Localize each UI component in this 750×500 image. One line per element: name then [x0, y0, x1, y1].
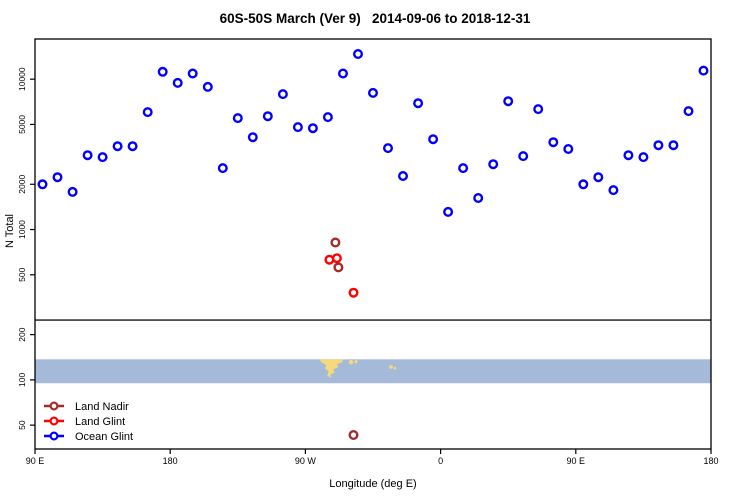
x-axis-title: Longitude (deg E)	[329, 478, 417, 490]
data-point	[653, 140, 664, 151]
data-point	[668, 140, 679, 151]
data-point	[97, 152, 108, 163]
x-tick-label: 90 E	[26, 456, 45, 466]
data-point	[533, 104, 544, 115]
y-tick-label: 50	[17, 420, 27, 430]
data-point	[473, 192, 484, 203]
legend-item-label: Land Glint	[75, 416, 125, 428]
data-point	[683, 106, 694, 117]
data-point	[443, 206, 454, 217]
data-point	[383, 143, 394, 154]
x-tick-label: 90 E	[567, 456, 586, 466]
map-band-land-dot	[354, 360, 358, 364]
data-point	[112, 141, 123, 152]
x-tick-label: 180	[163, 456, 178, 466]
data-point	[292, 122, 303, 133]
data-point	[331, 253, 342, 264]
y-tick-label: 1000	[17, 220, 27, 239]
data-point	[52, 172, 63, 183]
series-land-glint	[324, 253, 359, 298]
data-point	[488, 159, 499, 170]
map-band-land-dot	[393, 366, 397, 370]
plot-border	[34, 38, 712, 450]
series-ocean-glint	[37, 49, 709, 217]
data-point	[232, 113, 243, 124]
data-point	[623, 150, 634, 161]
data-point	[548, 137, 559, 148]
legend: Land Nadir Land Glint Ocean Glint	[44, 401, 133, 443]
y-tick-label: 10000	[17, 67, 27, 91]
y-axis-title: N Total	[4, 213, 16, 249]
data-point	[157, 66, 168, 77]
data-point	[503, 96, 514, 107]
legend-item-marker	[49, 416, 59, 426]
data-point	[247, 132, 258, 143]
data-point	[37, 179, 48, 190]
data-point	[348, 430, 359, 441]
series-land-nadir	[330, 237, 359, 441]
map-band-land-dot	[348, 359, 354, 365]
data-point	[277, 89, 288, 100]
data-point	[348, 287, 359, 298]
data-point	[518, 151, 529, 162]
data-point	[563, 143, 574, 154]
data-point	[368, 87, 379, 98]
y-tick-label: 500	[17, 267, 27, 281]
map-band-land-patch	[319, 359, 343, 378]
data-point	[142, 107, 153, 118]
data-point	[428, 134, 439, 145]
data-point	[458, 163, 469, 174]
x-tick-label: 90 W	[295, 456, 317, 466]
data-point	[307, 123, 318, 134]
data-point	[593, 172, 604, 183]
y-tick-label: 5000	[17, 115, 27, 134]
data-point	[353, 49, 364, 60]
data-point	[413, 98, 424, 109]
legend-item-marker	[49, 431, 59, 441]
data-point	[338, 68, 349, 79]
data-point	[217, 163, 228, 174]
x-tick-label: 180	[703, 456, 718, 466]
data-point	[333, 262, 344, 273]
data-point	[127, 141, 138, 152]
y-tick-label: 200	[17, 327, 27, 341]
legend-item-marker	[49, 401, 59, 411]
data-point	[262, 111, 273, 122]
map-band-ocean	[35, 359, 711, 384]
y-tick-label: 100	[17, 373, 27, 387]
data-point	[67, 186, 78, 197]
data-point	[172, 77, 183, 88]
chart-title: 60S-50S March (Ver 9) 2014-09-06 to 2018…	[219, 11, 531, 26]
x-tick-label: 0	[438, 456, 443, 466]
data-point	[398, 170, 409, 181]
data-point	[322, 112, 333, 123]
data-point	[698, 65, 709, 76]
map-band-land-dot	[389, 365, 393, 369]
data-point	[578, 179, 589, 190]
y-tick-label: 2000	[17, 175, 27, 194]
data-point	[608, 185, 619, 196]
legend-item-label: Ocean Glint	[75, 431, 133, 443]
data-point	[202, 81, 213, 92]
data-point	[638, 152, 649, 163]
legend-item-label: Land Nadir	[75, 401, 129, 413]
data-point	[187, 68, 198, 79]
data-point	[82, 150, 93, 161]
data-point	[330, 237, 341, 248]
